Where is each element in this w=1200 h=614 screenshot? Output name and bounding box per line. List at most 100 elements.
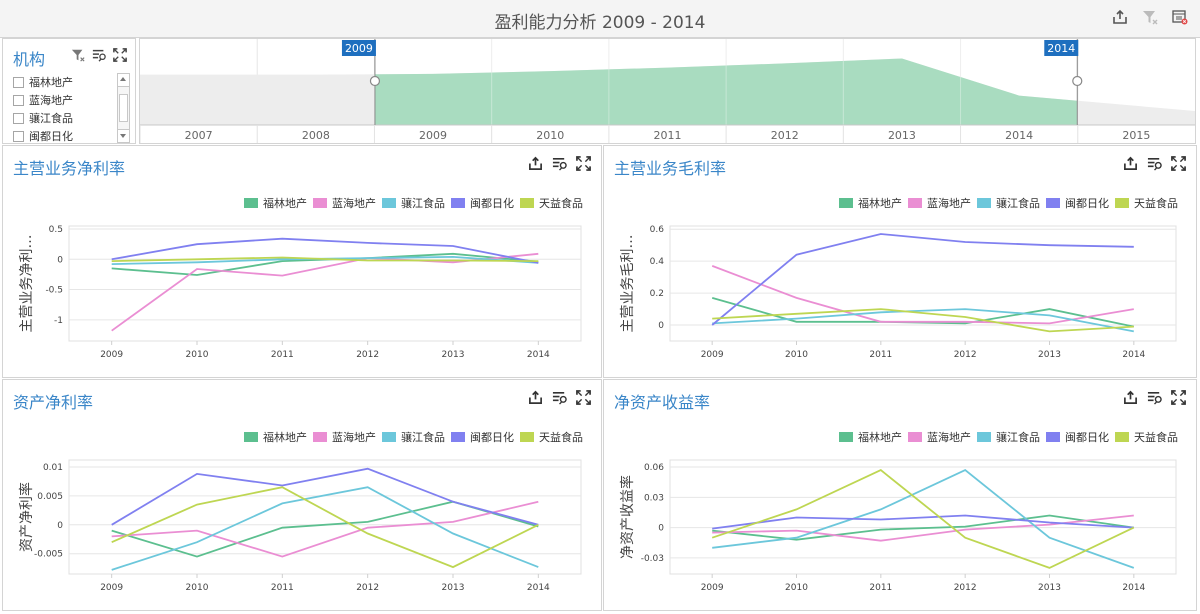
year-range-selector[interactable]: 2007 2008 2009 2010 2011 2012 2013 2014 2015 2009… [139,38,1196,144]
y-axis-title: 主营业务净利… [19,235,35,333]
org-item-xiangjiang[interactable]: 骧江食品 [13,109,113,127]
y-tick-label: 0.6 [650,225,665,235]
legend-item[interactable]: 骧江食品 [977,196,1040,210]
plot-area [68,225,582,342]
legend-swatch [908,432,922,442]
series-line [711,233,1134,326]
checkbox[interactable] [13,130,24,142]
checkbox[interactable] [13,76,24,88]
y-tick-label: -0.03 [641,554,664,564]
clear-filter-icon[interactable] [1142,9,1158,25]
scroll-thumb[interactable] [119,94,128,122]
legend-item[interactable]: 闽都日化 [451,196,514,210]
y-tick-label: 0.5 [49,225,63,235]
legend-item[interactable]: 闽都日化 [1046,196,1109,210]
org-list: 福林地产 蓝海地产 骧江食品 闽都日化 [13,73,113,145]
maximize-icon[interactable] [1171,390,1186,405]
legend-label: 天益食品 [1134,196,1178,210]
range-handle-label: 2014 [1047,42,1075,55]
export-icon[interactable] [1123,390,1138,405]
range-selector-chart[interactable]: 2007 2008 2009 2010 2011 2012 2013 2014 2015 2009… [139,39,1195,143]
x-tick-label: 2013 [1038,350,1061,360]
legend-swatch [977,198,991,208]
range-year-label: 2013 [888,129,916,142]
legend-swatch [244,432,258,442]
org-item-fulin[interactable]: 福林地产 [13,73,113,91]
x-tick-label: 2014 [1122,583,1145,593]
multiselect-icon[interactable] [552,156,567,171]
chart-title: 净资产收益率 [614,393,711,412]
legend-item[interactable]: 蓝海地产 [313,196,376,210]
legend-item[interactable]: 福林地产 [839,196,902,210]
series-line [111,486,539,569]
x-tick-label: 2014 [1122,350,1145,360]
legend-item[interactable]: 天益食品 [520,196,583,210]
legend-swatch [451,198,465,208]
range-year-label: 2008 [302,129,330,142]
legend-swatch [1046,432,1060,442]
legend-swatch [382,432,396,442]
legend-item[interactable]: 福林地产 [244,430,307,444]
chart-panel-roe: 净资产收益率 福林地产 蓝海地产 骧江食品 闽都日化 天益食品 0.06 0.03 0 -0.0… [603,379,1197,611]
export-icon[interactable] [528,156,543,171]
legend-swatch [908,198,922,208]
legend-item[interactable]: 天益食品 [1115,196,1178,210]
legend-item[interactable]: 蓝海地产 [313,430,376,444]
series-line [111,252,539,276]
legend-item[interactable]: 天益食品 [1115,430,1178,444]
range-year-label: 2012 [771,129,799,142]
maximize-icon[interactable] [1171,156,1186,171]
legend-label: 蓝海地产 [332,430,376,444]
x-tick-label: 2012 [356,583,379,593]
multiselect-icon[interactable] [1147,390,1162,405]
export-icon[interactable] [528,390,543,405]
legend-item[interactable]: 骧江食品 [382,196,445,210]
maximize-icon[interactable] [576,156,591,171]
multiselect-icon[interactable] [1147,156,1162,171]
legend-label: 天益食品 [539,430,583,444]
series-line [712,514,1134,530]
clear-filter-icon[interactable] [71,48,85,62]
range-start-handle[interactable]: 2009 [341,39,381,125]
export-icon[interactable] [1112,9,1128,25]
y-tick-label: 0.03 [644,493,664,503]
legend-item[interactable]: 福林地产 [244,196,307,210]
y-tick-label: 0 [658,321,664,331]
range-area-selected [374,58,1078,125]
legend-item[interactable]: 闽都日化 [1046,430,1109,444]
multiselect-icon[interactable] [92,48,106,62]
legend-item[interactable]: 蓝海地产 [908,430,971,444]
y-axis-title: 资产净利率 [18,482,35,552]
legend-item[interactable]: 骧江食品 [382,430,445,444]
legend-item[interactable]: 蓝海地产 [908,196,971,210]
close-dashboard-icon[interactable] [1172,9,1188,25]
x-tick-label: 2011 [869,350,892,360]
legend-swatch [839,432,853,442]
legend-item[interactable]: 天益食品 [520,430,583,444]
org-list-scrollbar[interactable] [117,73,130,143]
multiselect-icon[interactable] [552,390,567,405]
org-item-lanhai[interactable]: 蓝海地产 [13,91,113,109]
range-end-handle[interactable]: 2014 [1044,39,1083,125]
legend-swatch [1115,432,1129,442]
checkbox[interactable] [13,112,24,124]
legend-item[interactable]: 闽都日化 [451,430,514,444]
scroll-up-icon[interactable] [118,74,129,87]
x-tick-label: 2010 [785,350,808,360]
y-axis-title: 主营业务毛利… [620,235,636,333]
series-line [712,308,1134,333]
dashboard-title: 盈利能力分析 2009 - 2014 [494,13,706,33]
legend-item[interactable]: 骧江食品 [977,430,1040,444]
legend-item[interactable]: 福林地产 [839,430,902,444]
org-item-mindu[interactable]: 闽都日化 [13,127,113,145]
maximize-icon[interactable] [113,48,127,62]
dashboard-header: 盈利能力分析 2009 - 2014 [0,0,1200,38]
export-icon[interactable] [1123,156,1138,171]
maximize-icon[interactable] [576,390,591,405]
plot-area [669,225,1177,342]
legend-swatch [520,432,534,442]
checkbox[interactable] [13,94,24,106]
scroll-down-icon[interactable] [118,129,129,142]
x-tick-label: 2011 [869,583,892,593]
legend-label: 福林地产 [858,430,902,444]
